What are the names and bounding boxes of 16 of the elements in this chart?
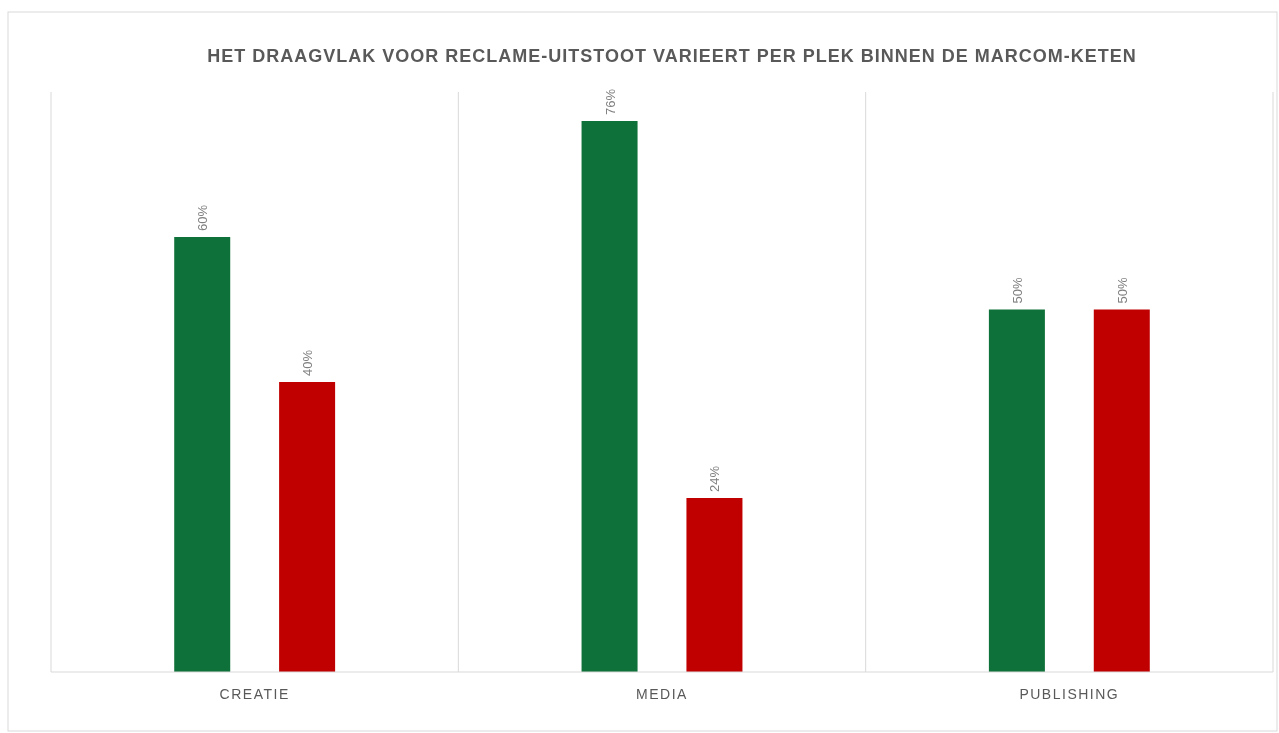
bar (1093, 309, 1150, 672)
data-label: 50% (1009, 277, 1025, 304)
bar (174, 237, 231, 672)
data-label: 40% (300, 349, 316, 376)
x-tick-label: MEDIA (636, 686, 688, 702)
data-label: 24% (707, 465, 723, 492)
x-tick-label: PUBLISHING (1019, 686, 1120, 702)
data-label: 76% (602, 88, 618, 115)
data-label: 50% (1114, 277, 1130, 304)
bar (686, 498, 743, 672)
chart-title: HET DRAAGVLAK VOOR RECLAME-UITSTOOT VARIEERT PER PLEK BINNEN DE MARCOM-KETEN (207, 46, 1137, 66)
bar (279, 382, 336, 672)
data-label: 60% (195, 204, 211, 231)
bar (988, 309, 1045, 672)
x-tick-label: CREATIE (219, 686, 290, 702)
bar (581, 121, 638, 672)
